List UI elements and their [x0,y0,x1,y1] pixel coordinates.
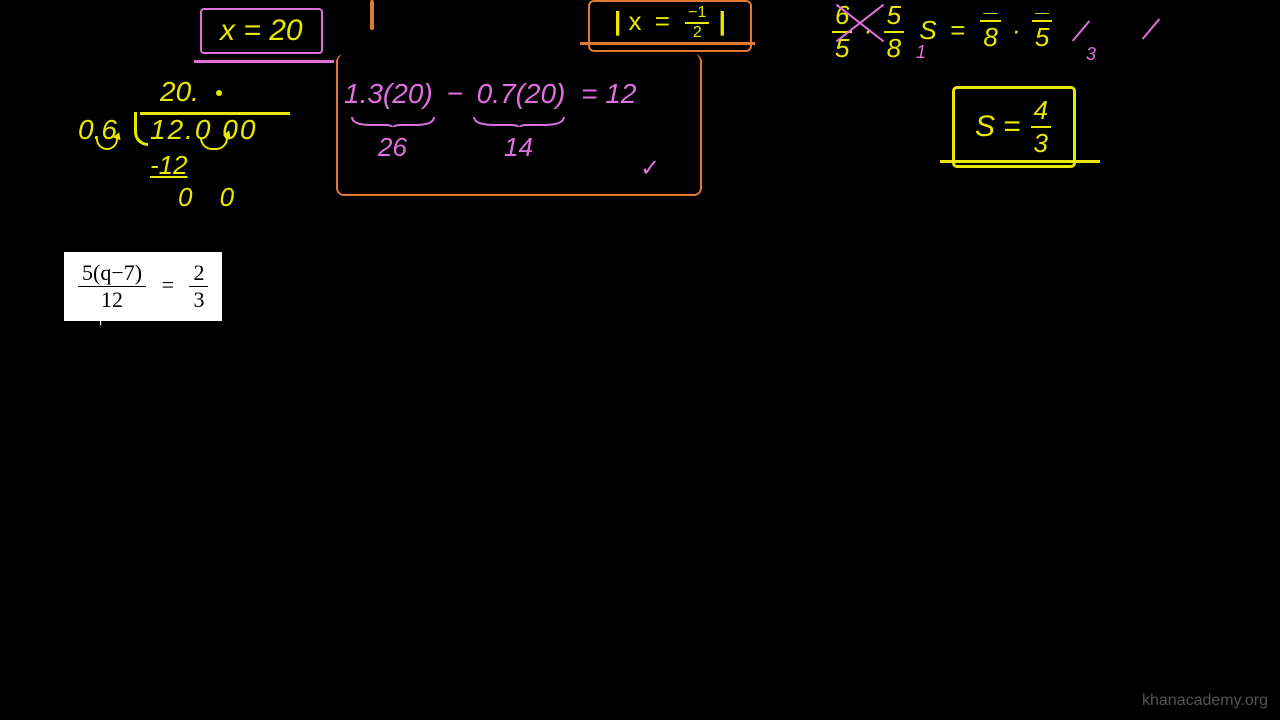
subtraction: -12 [150,150,188,181]
frac-4: — 5 [1032,4,1052,53]
boxed-answer-x20: x = 20 [200,8,323,54]
reduce-1a: 1 [916,42,926,63]
remainder: 0 0 [178,182,244,213]
equals: = [655,6,670,36]
strike-3 [1072,20,1090,41]
frac2-den: 8 [884,33,904,64]
blackboard-canvas: x = 20 | x = −1 2 | 20. 0.6 12.0 00 -12 … [0,0,1280,720]
var-x: x [629,6,642,36]
underline-xhalf [580,42,755,45]
denominator: 2 [685,24,709,42]
right-side-work: 6 5 · 5 8 S = — 8 · — 5 [830,0,1054,64]
divider-bar [370,0,374,30]
division-bracket [134,112,148,146]
reduce-3: 3 [1086,44,1096,65]
frac2-num: 5 [884,0,904,33]
underline-S [940,160,1100,163]
dot-2: · [1012,15,1021,45]
frac4-num: — [1032,4,1052,22]
lhs-num: 5(q−7) [78,260,146,287]
rhs-num: 2 [189,260,208,287]
quotient: 20. [160,76,199,108]
var-S: S [919,15,936,45]
frac-2: 5 8 [884,0,904,64]
numerator: −1 [685,4,709,24]
frac4-den: 5 [1032,22,1052,53]
var-S: S [975,110,995,144]
watermark: khanacademy.org [1142,692,1268,710]
equals: = [950,15,965,45]
decimal-move-arc-2 [200,138,228,150]
equals: = [152,272,184,297]
rhs-den: 3 [189,287,208,313]
s-num: 4 [1031,95,1051,128]
decimal-move-arc-1 [96,138,118,150]
underline-x20 [194,60,334,63]
cursor-icon: -|- [88,310,113,326]
rhs-fraction: 2 3 [189,260,208,313]
boxed-answer-S: S = 4 3 [952,86,1076,168]
decimal-dot [216,90,222,96]
frac3-num: — [980,4,1000,22]
verification-box [336,54,702,196]
equals: = [1003,110,1021,144]
strike-4 [1142,18,1160,39]
frac3-den: 8 [980,22,1000,53]
s-den: 3 [1031,128,1051,159]
frac-3: — 8 [980,4,1000,53]
lhs-fraction: 5(q−7) 12 [78,260,146,313]
